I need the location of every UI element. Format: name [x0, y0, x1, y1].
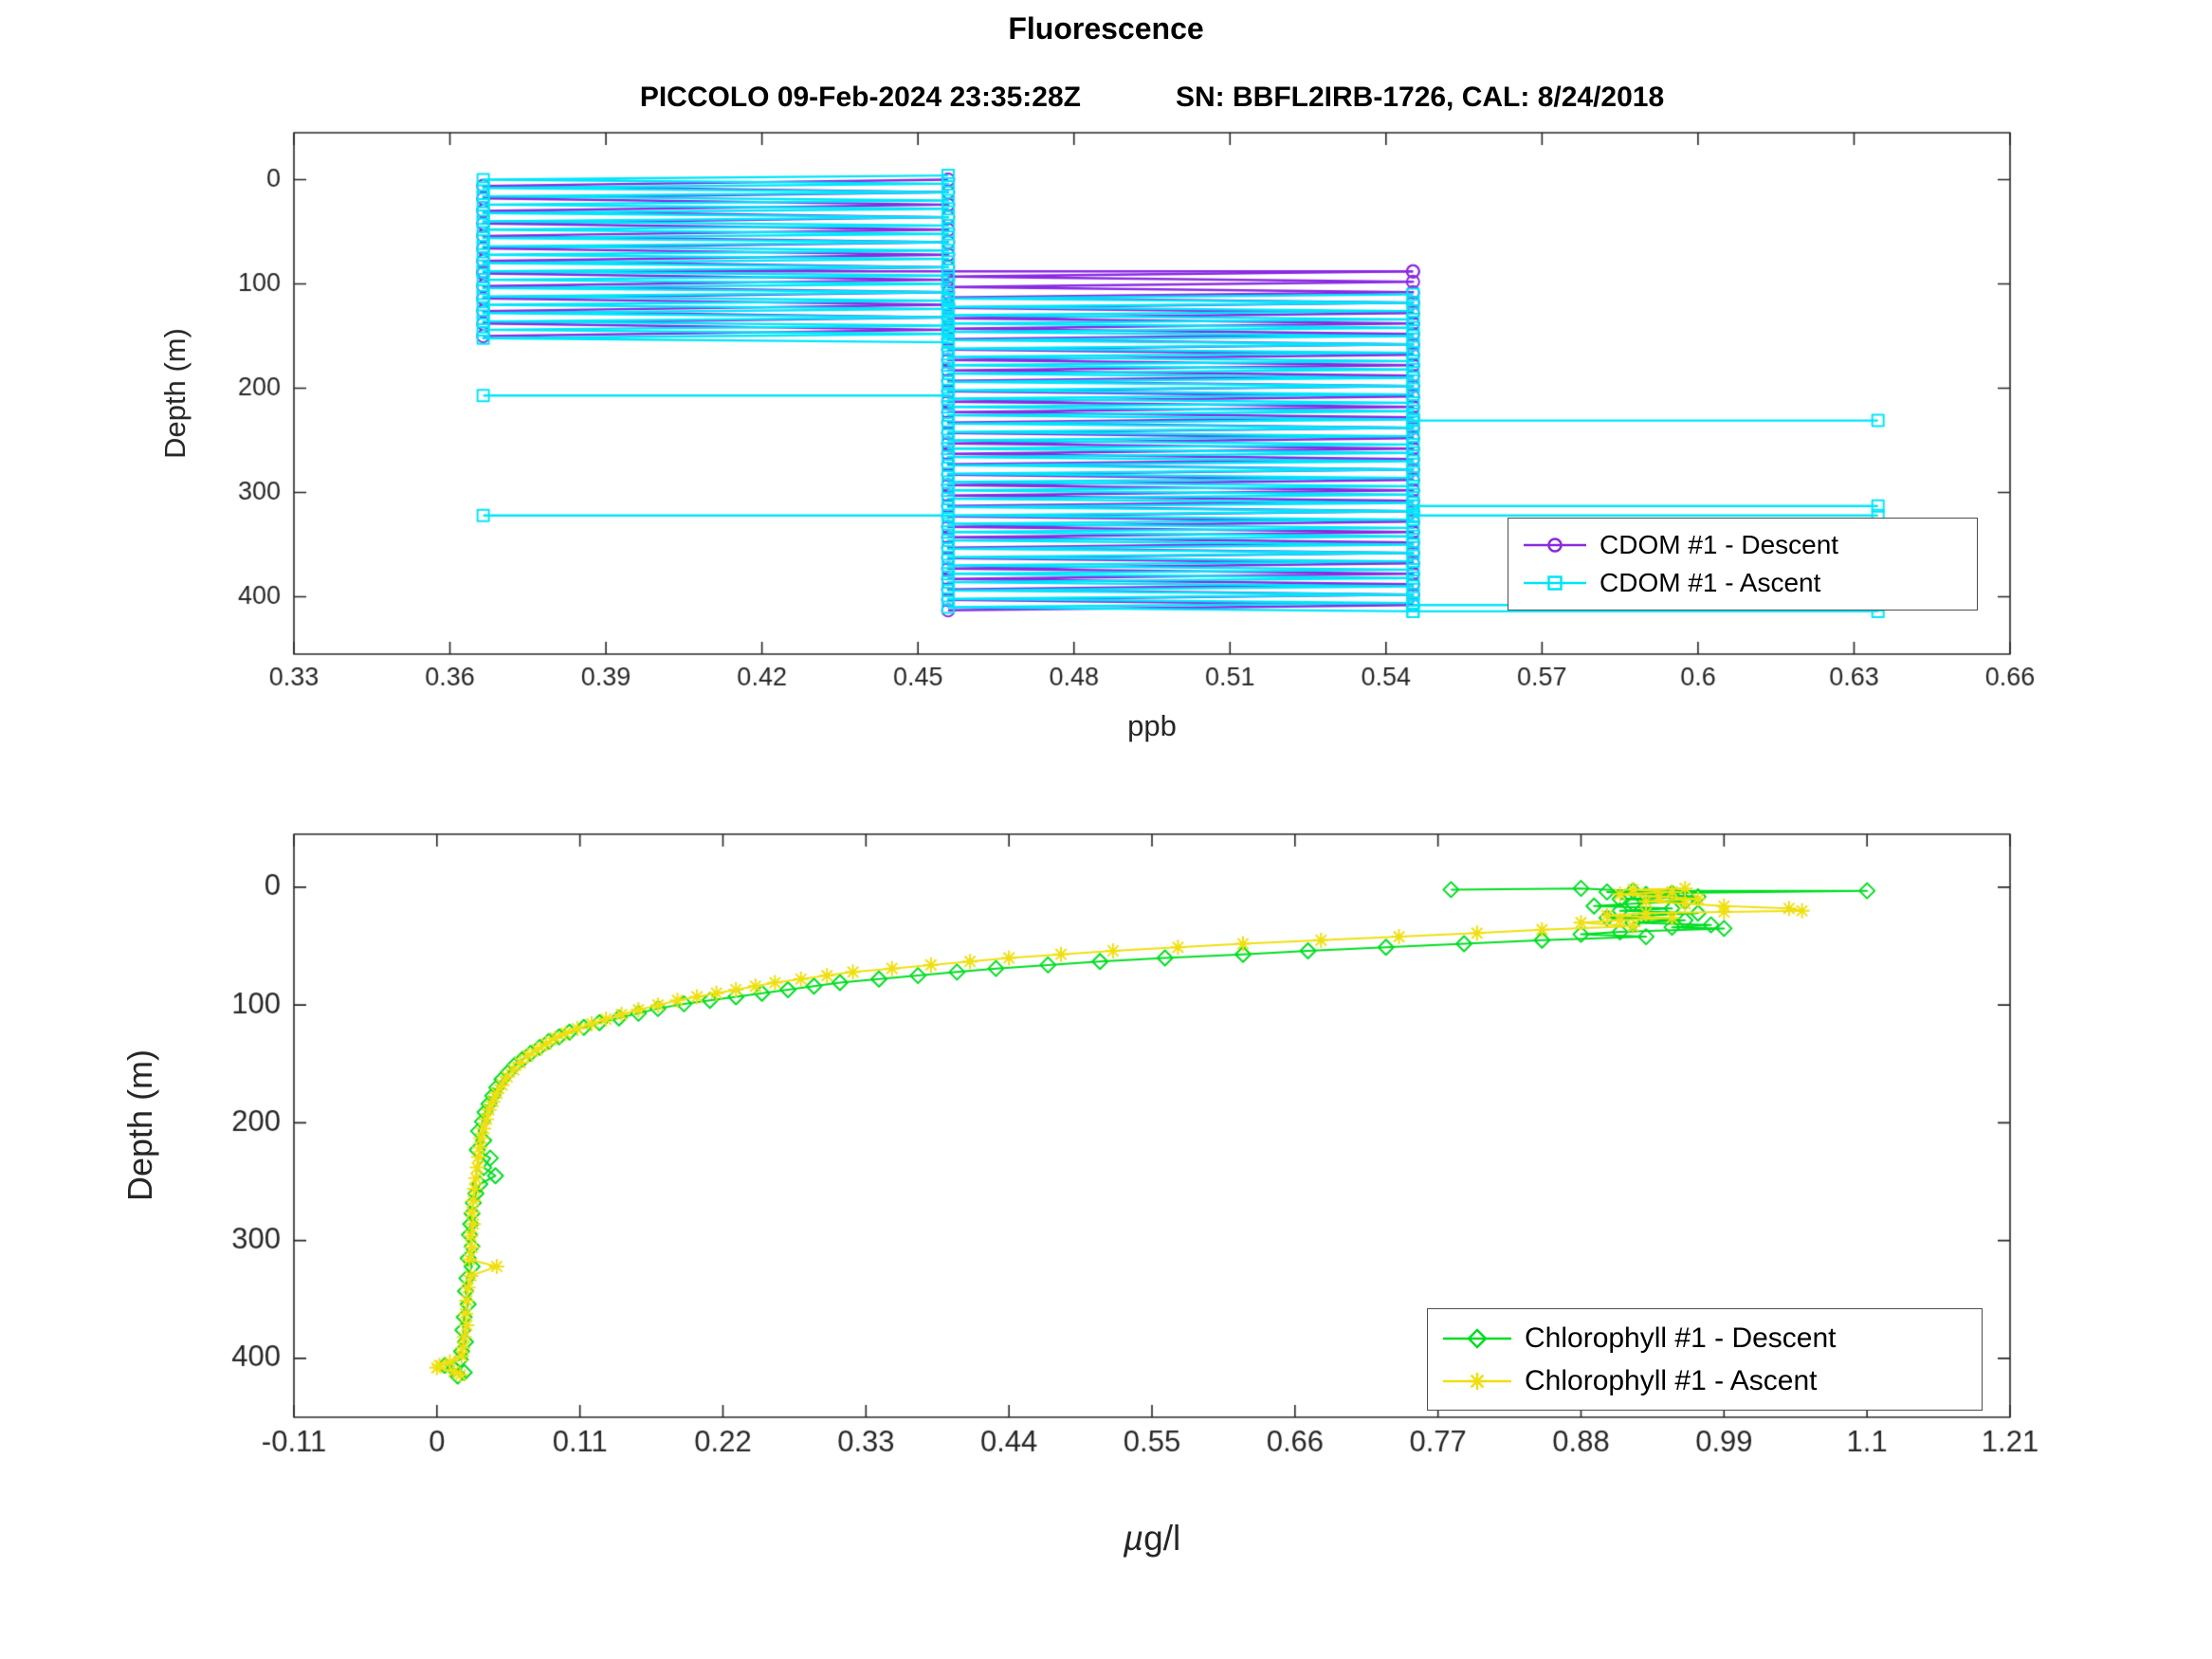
legend-line-diamond-icon: [1443, 1327, 1511, 1349]
legend-line-circle-icon: [1524, 538, 1586, 553]
legend-label: CDOM #1 - Descent: [1600, 530, 1839, 559]
cdom-x-axis-label: ppb: [1127, 709, 1177, 742]
legend-label: CDOM #1 - Ascent: [1600, 568, 1821, 597]
plot-subtitle: PICCOLO 09-Feb-2024 23:35:28Z SN: BBFL2I…: [294, 82, 2010, 114]
cdom-y-axis-label: Depth (m): [158, 328, 192, 459]
figure-title: Fluorescence: [1008, 11, 1204, 46]
legend-label: Chlorophyll #1 - Ascent: [1525, 1364, 1818, 1396]
cdom-legend: CDOM #1 - Descent CDOM #1 - Ascent: [1508, 518, 1978, 611]
xlabel-units: g/l: [1143, 1519, 1181, 1558]
legend-item-chlorophyll-descent: Chlorophyll #1 - Descent: [1441, 1317, 1968, 1359]
chlorophyll-y-axis-label: Depth (m): [120, 1048, 159, 1202]
legend-item-cdom-ascent: CDOM #1 - Ascent: [1522, 564, 1964, 602]
legend-line-square-icon: [1524, 575, 1586, 591]
chlorophyll-x-axis-label: µg/l: [1124, 1519, 1180, 1559]
legend-item-cdom-descent: CDOM #1 - Descent: [1522, 526, 1964, 564]
legend-item-chlorophyll-ascent: Chlorophyll #1 - Ascent: [1441, 1359, 1968, 1402]
chlorophyll-legend: Chlorophyll #1 - Descent Chlorophyll #1 …: [1427, 1308, 1983, 1411]
subtitle-station-datetime: PICCOLO 09-Feb-2024 23:35:28Z: [639, 82, 1081, 113]
mu-symbol: µ: [1123, 1519, 1144, 1558]
subtitle-serial-cal: SN: BBFL2IRB-1726, CAL: 8/24/2018: [1176, 82, 1665, 113]
legend-line-asterisk-icon: [1443, 1372, 1511, 1390]
legend-label: Chlorophyll #1 - Descent: [1525, 1322, 1837, 1354]
